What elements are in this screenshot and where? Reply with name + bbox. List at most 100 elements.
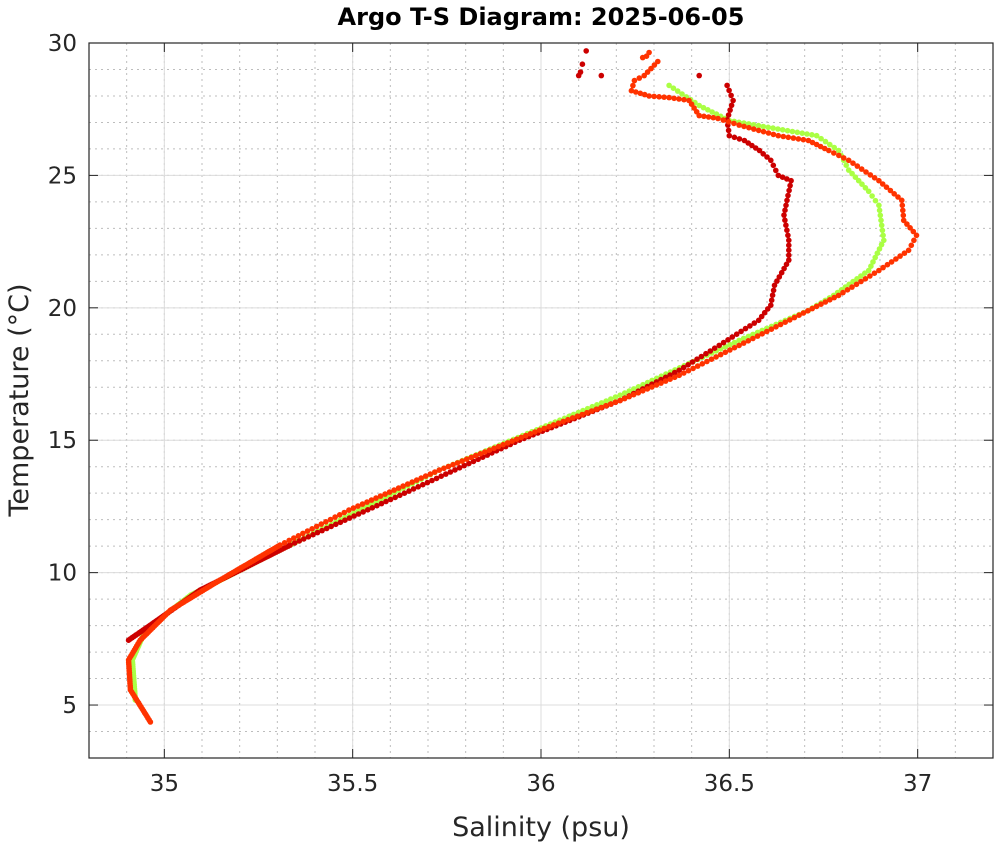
- data-point: [589, 403, 596, 410]
- data-point: [878, 241, 885, 248]
- data-point: [598, 404, 604, 411]
- data-point: [671, 374, 678, 381]
- data-point: [532, 429, 538, 435]
- data-point: [360, 509, 367, 515]
- data-point: [720, 339, 727, 346]
- data-point: [690, 365, 696, 372]
- data-point: [770, 162, 777, 169]
- data-point: [784, 227, 790, 233]
- data-point: [461, 462, 468, 469]
- data-point: [726, 87, 732, 94]
- data-point: [365, 507, 371, 513]
- data-point: [783, 261, 790, 268]
- data-point: [565, 416, 571, 423]
- data-point: [778, 269, 785, 276]
- data-point: [640, 381, 646, 388]
- data-point: [809, 132, 815, 138]
- data-point: [765, 124, 771, 131]
- data-point: [880, 264, 886, 271]
- data-point: [736, 136, 743, 142]
- data-point: [809, 305, 815, 312]
- data-point: [781, 212, 787, 218]
- data-point: [835, 147, 842, 154]
- data-point: [745, 333, 752, 340]
- data-point: [862, 270, 868, 277]
- data-point: [831, 294, 837, 301]
- data-point: [710, 114, 717, 121]
- data-point: [736, 337, 742, 344]
- data-point: [776, 274, 783, 280]
- data-point: [369, 505, 376, 511]
- data-point: [323, 519, 329, 525]
- data-point: [443, 471, 449, 477]
- data-point: [822, 138, 829, 145]
- data-point: [849, 170, 855, 177]
- data-point: [867, 273, 873, 279]
- grid: [88, 42, 994, 759]
- data-point: [395, 485, 402, 491]
- data-point: [633, 89, 639, 95]
- data-point: [346, 515, 353, 521]
- data-point: [541, 425, 547, 432]
- data-point: [733, 331, 740, 338]
- data-point: [651, 93, 657, 100]
- data-point: [888, 259, 895, 265]
- data-point: [777, 321, 784, 328]
- data-point: [509, 438, 515, 444]
- data-point: [895, 194, 901, 200]
- data-point: [869, 193, 875, 199]
- y-tick-label: 10: [48, 561, 77, 587]
- data-point: [779, 127, 786, 133]
- data-point: [760, 128, 767, 135]
- data-point: [301, 536, 307, 542]
- x-axis-label: Salinity (psu): [452, 812, 630, 843]
- data-point: [905, 247, 912, 254]
- data-point: [758, 313, 765, 320]
- data-point: [685, 367, 692, 374]
- data-point: [805, 308, 811, 314]
- data-point: [800, 136, 807, 143]
- data-point: [667, 372, 673, 378]
- data-point: [593, 406, 600, 413]
- data-point: [783, 222, 789, 228]
- data-point: [579, 411, 585, 418]
- data-point: [764, 328, 770, 335]
- data-point: [883, 184, 890, 190]
- data-point: [641, 72, 647, 79]
- data-point: [309, 526, 315, 532]
- x-tick-label: 35: [150, 771, 179, 797]
- data-point: [784, 127, 791, 134]
- data-point: [676, 367, 682, 374]
- data-point: [424, 479, 431, 486]
- data-point: [716, 342, 722, 349]
- data-point: [707, 348, 714, 354]
- data-point: [628, 87, 635, 94]
- data-point: [845, 157, 852, 164]
- data-point: [870, 259, 876, 265]
- data-point: [671, 369, 678, 376]
- data-point: [680, 364, 687, 371]
- data-point: [655, 58, 661, 65]
- data-point: [750, 122, 757, 128]
- data-point: [768, 326, 775, 333]
- data-point: [768, 157, 774, 164]
- data-point: [304, 528, 311, 534]
- data-point: [709, 109, 715, 115]
- data-point: [867, 172, 874, 178]
- data-point: [281, 540, 288, 546]
- data-point: [472, 452, 479, 459]
- data-point: [459, 458, 465, 464]
- data-point: [775, 126, 781, 132]
- data-point: [658, 380, 664, 386]
- data-point: [681, 370, 687, 376]
- data-point: [450, 461, 456, 468]
- chart-title: Argo T-S Diagram: 2025-06-05: [338, 3, 745, 31]
- data-point: [686, 97, 692, 104]
- data-point: [787, 317, 793, 323]
- data-point: [555, 420, 562, 427]
- data-point: [726, 132, 733, 139]
- data-point: [786, 242, 792, 249]
- data-point: [900, 207, 906, 214]
- data-point: [696, 72, 702, 79]
- data-point: [679, 91, 685, 97]
